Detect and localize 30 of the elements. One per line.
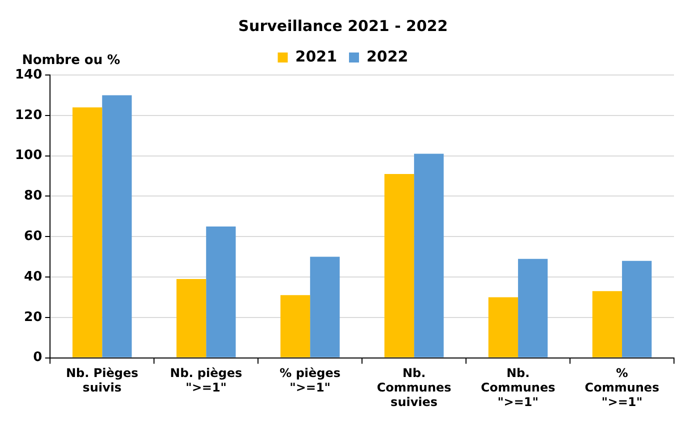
- x-tick-label: Nb. Communes ">=1": [480, 366, 556, 409]
- y-tick-label: 60: [24, 228, 42, 244]
- bar: [592, 291, 622, 358]
- x-tick-label: % Communes ">=1": [584, 366, 660, 409]
- bar: [280, 295, 310, 358]
- chart-title: Surveillance 2021 - 2022: [238, 16, 448, 35]
- bar: [176, 279, 206, 358]
- x-tick-label: % pièges ">=1": [280, 366, 341, 395]
- y-tick-label: 120: [14, 108, 42, 123]
- legend-label: 2021: [295, 47, 337, 66]
- y-tick-label: 140: [14, 67, 42, 82]
- y-tick-label: 20: [24, 310, 42, 325]
- y-tick-label: 100: [14, 148, 42, 164]
- bar: [102, 95, 132, 358]
- bar: [384, 174, 414, 358]
- bar: [414, 154, 444, 358]
- y-tick-label: 80: [24, 188, 42, 204]
- bar: [518, 258, 548, 358]
- y-tick-label: 0: [33, 350, 42, 366]
- bar: [488, 297, 518, 358]
- bar: [622, 260, 652, 358]
- y-tick-label: 40: [24, 269, 42, 284]
- bar: [206, 226, 236, 358]
- legend-label: 2022: [366, 47, 408, 66]
- y-axis-title: Nombre ou %: [22, 52, 120, 68]
- x-tick-label: Nb. pièges ">=1": [170, 366, 242, 395]
- x-tick-label: Nb. Pièges suivis: [66, 366, 138, 395]
- x-tick-label: Nb. Communes suivies: [376, 366, 452, 409]
- bar: [310, 256, 340, 358]
- bar: [72, 107, 102, 358]
